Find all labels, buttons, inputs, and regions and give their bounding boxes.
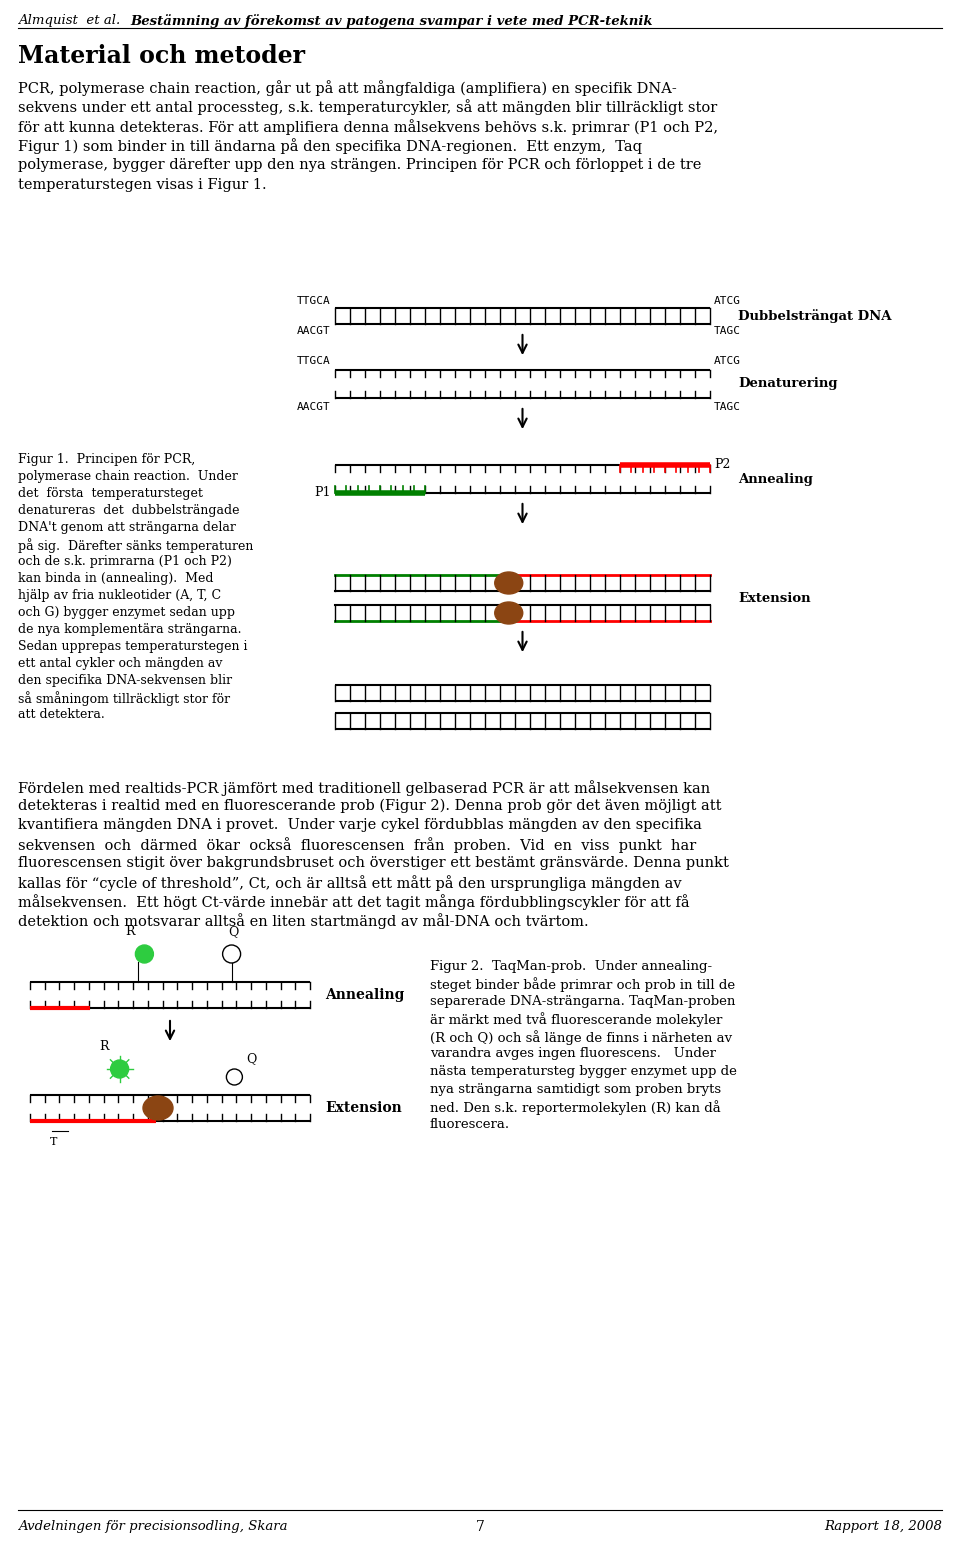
Text: Annealing: Annealing bbox=[325, 988, 404, 1002]
Text: Q: Q bbox=[228, 925, 239, 939]
Text: AACGT: AACGT bbox=[298, 401, 331, 412]
Text: P1: P1 bbox=[315, 486, 331, 500]
Text: kan binda in (annealing).  Med: kan binda in (annealing). Med bbox=[18, 571, 213, 585]
Text: P2: P2 bbox=[714, 459, 731, 471]
Text: polymerase chain reaction.  Under: polymerase chain reaction. Under bbox=[18, 469, 238, 483]
Circle shape bbox=[227, 1068, 242, 1085]
Text: temperaturstegen visas i Figur 1.: temperaturstegen visas i Figur 1. bbox=[18, 178, 267, 191]
Text: separerade DNA-strängarna. TaqMan-proben: separerade DNA-strängarna. TaqMan-proben bbox=[430, 994, 735, 1008]
Text: Q: Q bbox=[247, 1051, 256, 1065]
Text: AACGT: AACGT bbox=[298, 326, 331, 337]
Circle shape bbox=[135, 945, 154, 963]
Text: kallas för “cycle of threshold”, Ct, och är alltså ett mått på den ursprungliga : kallas för “cycle of threshold”, Ct, och… bbox=[18, 875, 682, 891]
Text: ett antal cykler och mängden av: ett antal cykler och mängden av bbox=[18, 658, 223, 670]
Text: och de s.k. primrarna (P1 och P2): och de s.k. primrarna (P1 och P2) bbox=[18, 554, 232, 568]
Text: 7: 7 bbox=[475, 1519, 485, 1535]
Text: fluorescera.: fluorescera. bbox=[430, 1118, 510, 1130]
Text: Material och metoder: Material och metoder bbox=[18, 43, 305, 68]
Text: Annealing: Annealing bbox=[738, 472, 813, 485]
Text: polymerase, bygger därefter upp den nya strängen. Principen för PCR och förloppe: polymerase, bygger därefter upp den nya … bbox=[18, 157, 702, 171]
Text: PCR, polymerase chain reaction, går ut på att mångfaldiga (amplifiera) en specif: PCR, polymerase chain reaction, går ut p… bbox=[18, 80, 677, 96]
Text: TTGCA: TTGCA bbox=[298, 296, 331, 306]
Circle shape bbox=[223, 945, 241, 963]
Text: kvantifiera mängden DNA i provet.  Under varje cykel fördubblas mängden av den s: kvantifiera mängden DNA i provet. Under … bbox=[18, 818, 702, 832]
Text: fluorescensen stigit över bakgrundsbruset och överstiger ett bestämt gränsvärde.: fluorescensen stigit över bakgrundsbruse… bbox=[18, 855, 729, 869]
Ellipse shape bbox=[494, 602, 523, 624]
Text: R: R bbox=[126, 925, 135, 939]
Text: Sedan upprepas temperaturstegen i: Sedan upprepas temperaturstegen i bbox=[18, 641, 248, 653]
Text: steget binder både primrar och prob in till de: steget binder både primrar och prob in t… bbox=[430, 977, 735, 993]
Text: Figur 1.  Principen för PCR,: Figur 1. Principen för PCR, bbox=[18, 452, 195, 466]
Text: den specifika DNA-sekvensen blir: den specifika DNA-sekvensen blir bbox=[18, 675, 232, 687]
Text: Denaturering: Denaturering bbox=[738, 377, 837, 391]
Text: (R och Q) och så länge de finns i närheten av: (R och Q) och så länge de finns i närhet… bbox=[430, 1030, 732, 1045]
Text: Extension: Extension bbox=[738, 591, 810, 605]
Text: Rapport 18, 2008: Rapport 18, 2008 bbox=[824, 1519, 942, 1533]
Text: Avdelningen för precisionsodling, Skara: Avdelningen för precisionsodling, Skara bbox=[18, 1519, 287, 1533]
Text: och G) bygger enzymet sedan upp: och G) bygger enzymet sedan upp bbox=[18, 605, 235, 619]
Text: sekvens under ett antal processteg, s.k. temperaturcykler, så att mängden blir t: sekvens under ett antal processteg, s.k.… bbox=[18, 99, 717, 116]
Text: hjälp av fria nukleotider (A, T, C: hjälp av fria nukleotider (A, T, C bbox=[18, 588, 221, 602]
Text: varandra avges ingen fluorescens.   Under: varandra avges ingen fluorescens. Under bbox=[430, 1047, 716, 1061]
Text: detektion och motsvarar alltså en liten startmängd av mål-DNA och tvärtom.: detektion och motsvarar alltså en liten … bbox=[18, 913, 588, 929]
Text: nästa temperatursteg bygger enzymet upp de: nästa temperatursteg bygger enzymet upp … bbox=[430, 1065, 737, 1078]
Text: Extension: Extension bbox=[325, 1101, 401, 1115]
Text: på sig.  Därefter sänks temperaturen: på sig. Därefter sänks temperaturen bbox=[18, 537, 253, 553]
Text: R: R bbox=[100, 1041, 109, 1053]
Text: Fördelen med realtids-PCR jämfört med traditionell gelbaserad PCR är att målsekv: Fördelen med realtids-PCR jämfört med tr… bbox=[18, 780, 710, 795]
Text: detekteras i realtid med en fluorescerande prob (Figur 2). Denna prob gör det äv: detekteras i realtid med en fluoresceran… bbox=[18, 798, 722, 814]
Ellipse shape bbox=[494, 571, 523, 594]
Circle shape bbox=[110, 1061, 129, 1078]
Text: för att kunna detekteras. För att amplifiera denna målsekvens behövs s.k. primra: för att kunna detekteras. För att amplif… bbox=[18, 119, 718, 134]
Text: TAGC: TAGC bbox=[714, 401, 741, 412]
Text: Almquist  et al.: Almquist et al. bbox=[18, 14, 120, 26]
Text: målsekvensen.  Ett högt Ct-värde innebär att det tagit många fördubblingscykler : målsekvensen. Ett högt Ct-värde innebär … bbox=[18, 894, 689, 909]
Text: DNA't genom att strängarna delar: DNA't genom att strängarna delar bbox=[18, 520, 236, 534]
Text: TAGC: TAGC bbox=[714, 326, 741, 337]
Text: sekvensen  och  därmed  ökar  också  fluorescensen  från  proben.  Vid  en  viss: sekvensen och därmed ökar också fluoresc… bbox=[18, 837, 696, 852]
Text: TTGCA: TTGCA bbox=[298, 357, 331, 366]
Text: det  första  temperatursteget: det första temperatursteget bbox=[18, 486, 203, 500]
Text: ATCG: ATCG bbox=[714, 296, 741, 306]
Text: ned. Den s.k. reportermolekylen (R) kan då: ned. Den s.k. reportermolekylen (R) kan … bbox=[430, 1099, 721, 1115]
Text: Figur 1) som binder in till ändarna på den specifika DNA-regionen.  Ett enzym,  : Figur 1) som binder in till ändarna på d… bbox=[18, 139, 642, 154]
Text: så småningom tillräckligt stor för: så småningom tillräckligt stor för bbox=[18, 692, 230, 706]
Text: Dubbelsträngat DNA: Dubbelsträngat DNA bbox=[738, 309, 892, 323]
Text: Figur 2.  TaqMan-prob.  Under annealing-: Figur 2. TaqMan-prob. Under annealing- bbox=[430, 960, 712, 973]
Text: ATCG: ATCG bbox=[714, 357, 741, 366]
Text: Bestämning av förekomst av patogena svampar i vete med PCR-teknik: Bestämning av förekomst av patogena svam… bbox=[130, 14, 653, 28]
Text: de nya komplementära strängarna.: de nya komplementära strängarna. bbox=[18, 622, 242, 636]
Text: T: T bbox=[50, 1136, 58, 1147]
Text: denatureras  det  dubbelsträngade: denatureras det dubbelsträngade bbox=[18, 503, 239, 517]
Ellipse shape bbox=[143, 1096, 173, 1119]
Text: är märkt med två fluorescerande molekyler: är märkt med två fluorescerande molekyle… bbox=[430, 1013, 722, 1027]
Text: att detektera.: att detektera. bbox=[18, 709, 105, 721]
Text: nya strängarna samtidigt som proben bryts: nya strängarna samtidigt som proben bryt… bbox=[430, 1082, 721, 1096]
